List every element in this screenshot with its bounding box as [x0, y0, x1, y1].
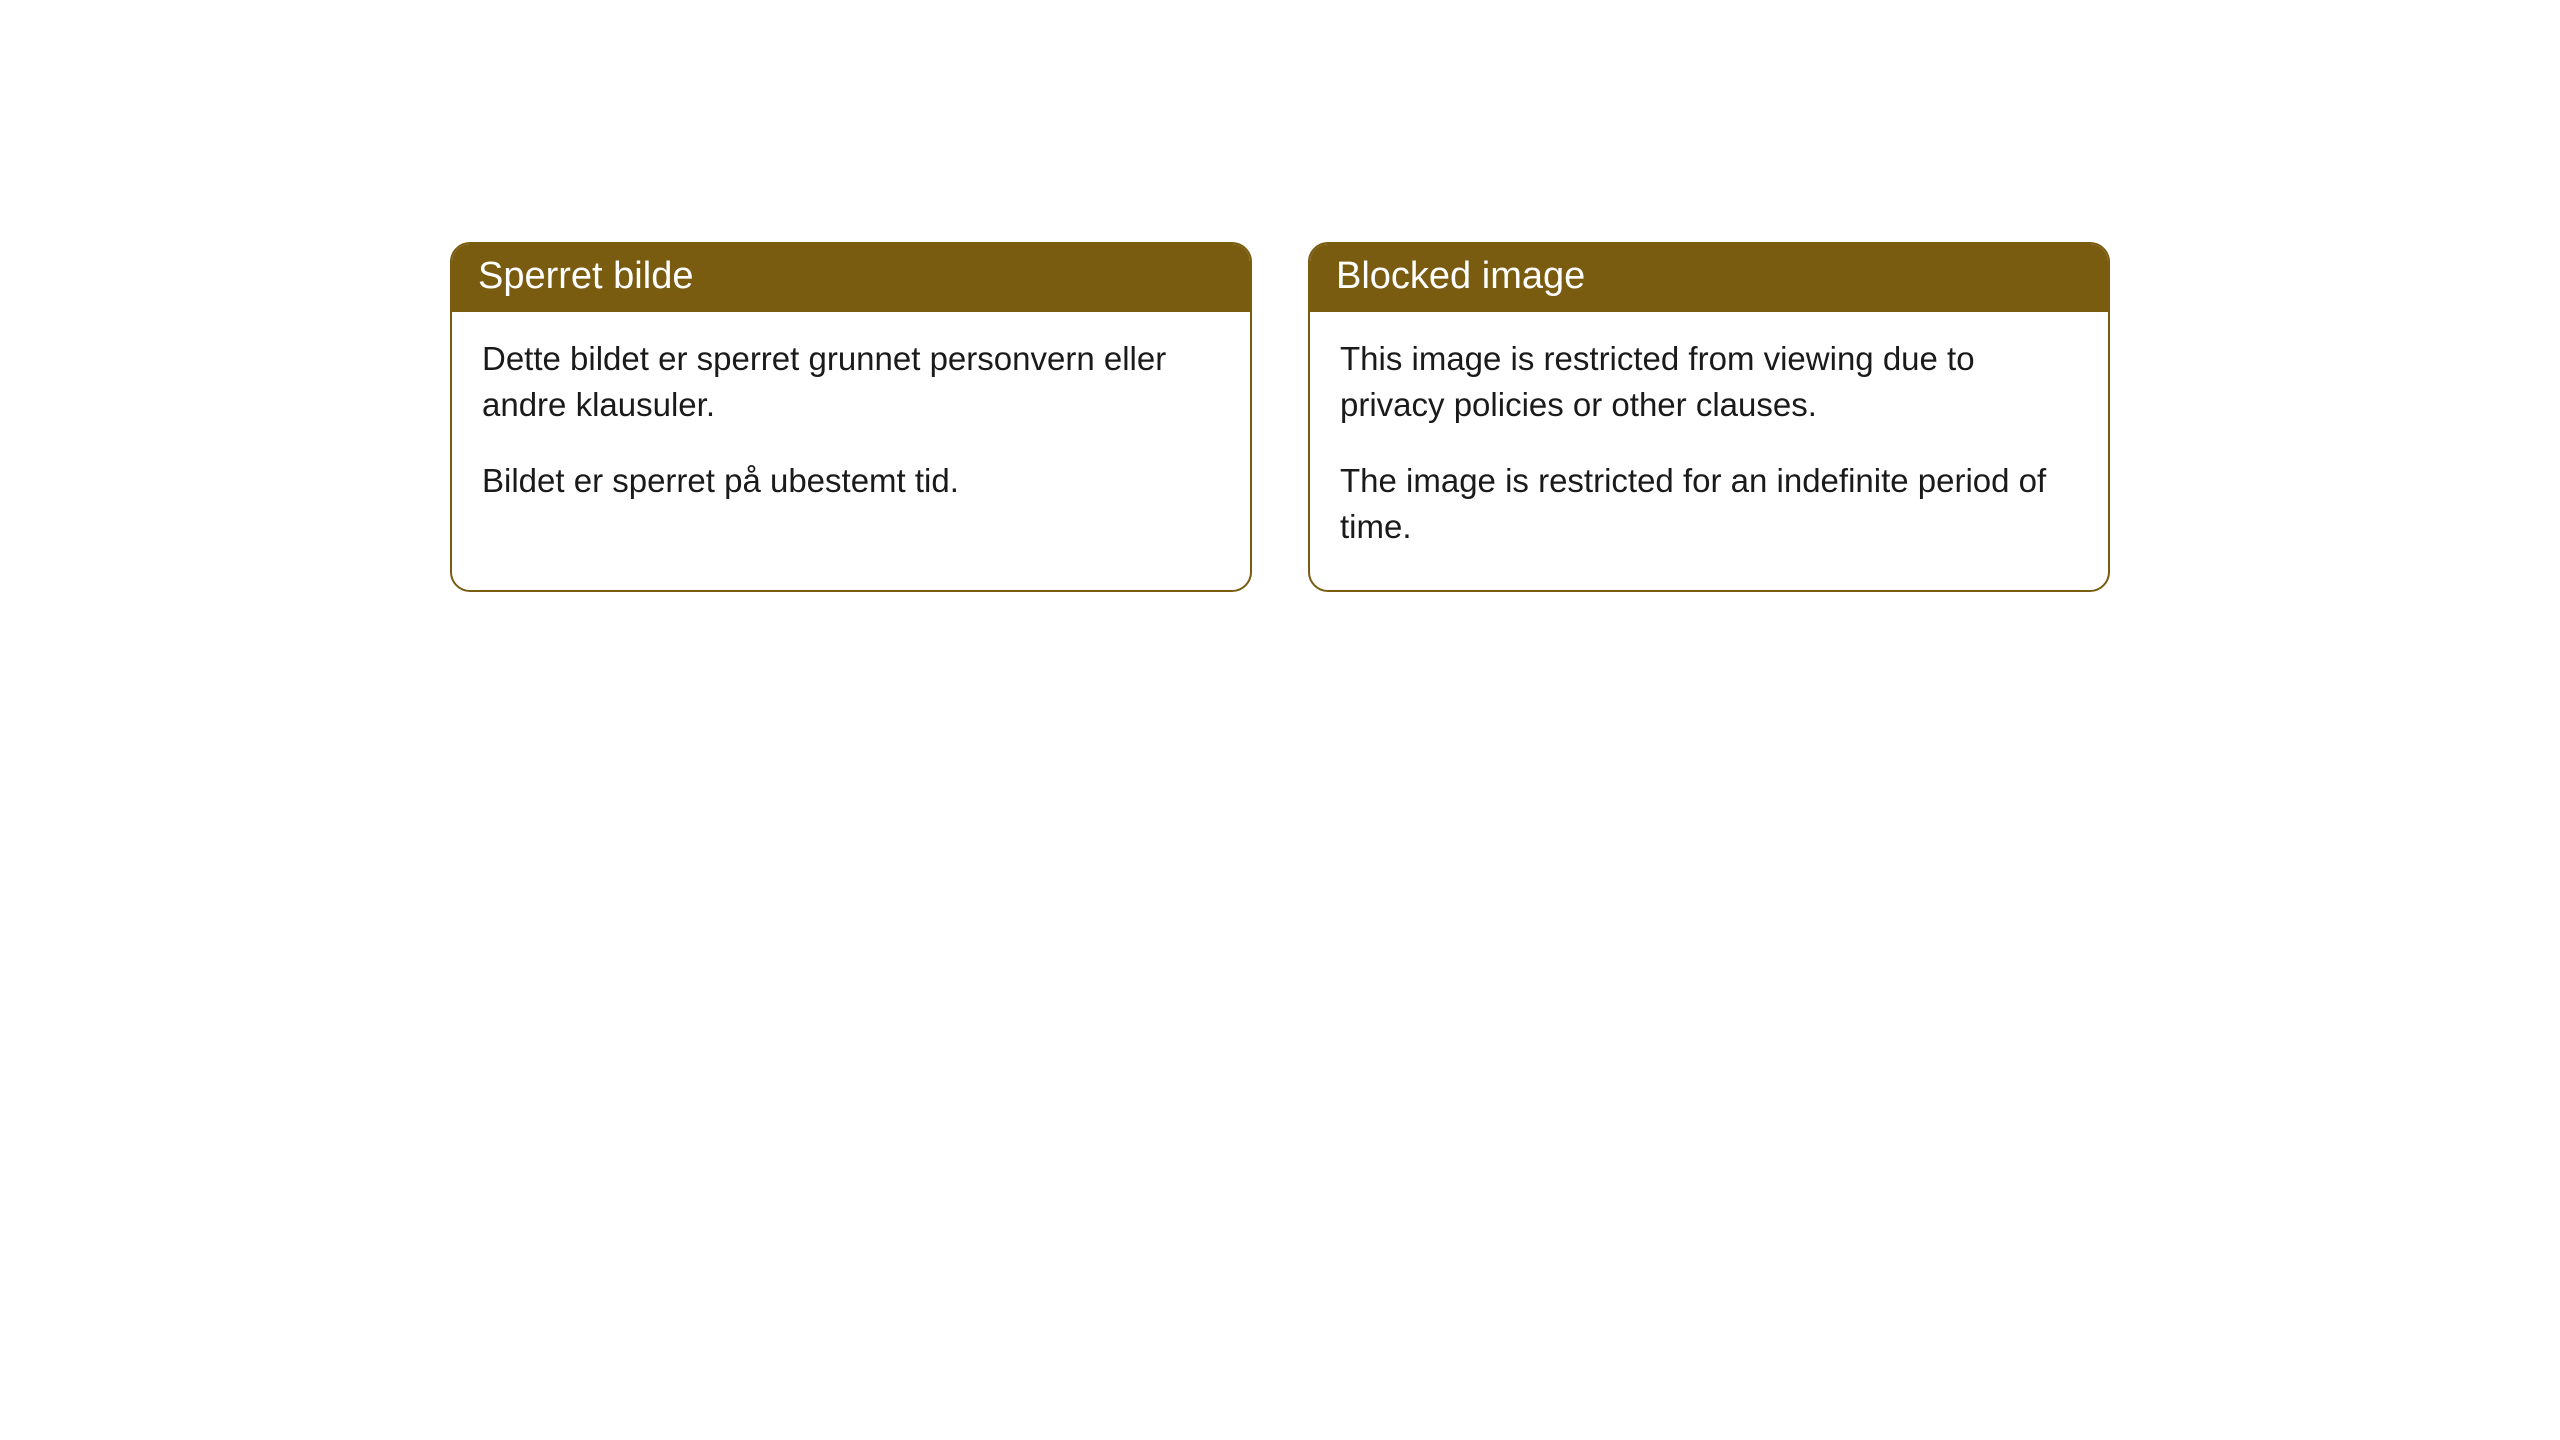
notice-container: Sperret bilde Dette bildet er sperret gr… [0, 0, 2560, 592]
card-header-norwegian: Sperret bilde [452, 244, 1250, 312]
card-body-english: This image is restricted from viewing du… [1310, 312, 2108, 591]
card-title: Blocked image [1336, 255, 1585, 297]
card-body-norwegian: Dette bildet er sperret grunnet personve… [452, 312, 1250, 545]
card-paragraph: This image is restricted from viewing du… [1340, 336, 2078, 428]
notice-card-norwegian: Sperret bilde Dette bildet er sperret gr… [450, 242, 1252, 592]
card-paragraph: The image is restricted for an indefinit… [1340, 458, 2078, 550]
card-title: Sperret bilde [478, 255, 693, 297]
card-paragraph: Dette bildet er sperret grunnet personve… [482, 336, 1220, 428]
notice-card-english: Blocked image This image is restricted f… [1308, 242, 2110, 592]
card-header-english: Blocked image [1310, 244, 2108, 312]
card-paragraph: Bildet er sperret på ubestemt tid. [482, 458, 1220, 504]
